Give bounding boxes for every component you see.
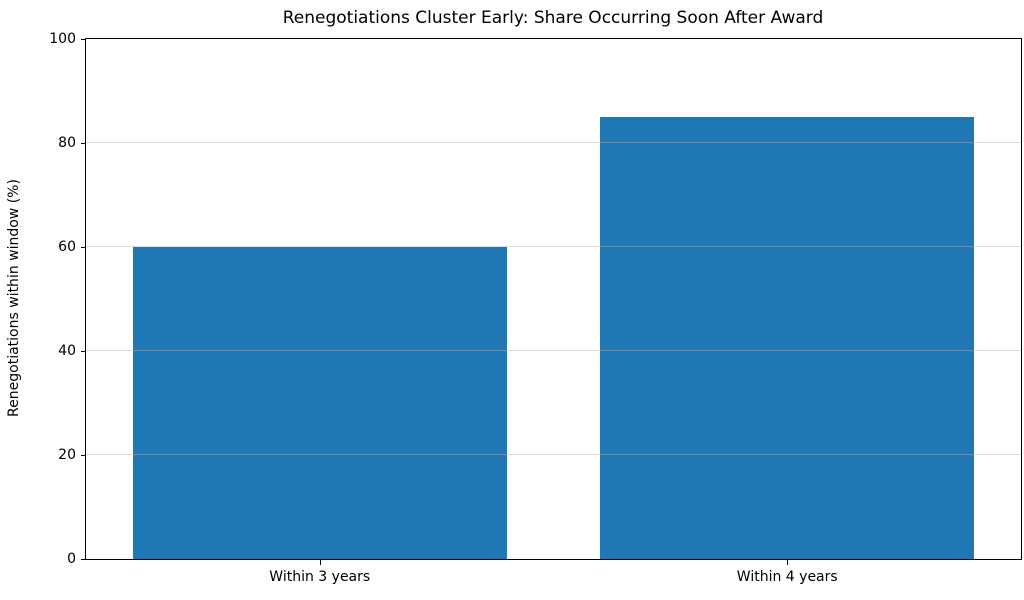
y-tick-mark-40 (81, 350, 86, 352)
y-tick-mark-0 (81, 558, 86, 560)
y-tick-label-100: 100 (49, 31, 76, 48)
y-tick-label-0: 0 (67, 551, 76, 568)
y-tick-mark-60 (81, 246, 86, 248)
plot-area: 0 20 40 60 80 100 Within 3 years Within 4 years (49, 31, 1022, 585)
y-tick-label-80: 80 (58, 135, 76, 152)
y-tick-mark-80 (81, 142, 86, 144)
x-tick-label-within-3-years: Within 3 years (269, 569, 371, 585)
y-tick-mark-100 (81, 38, 86, 40)
x-tick-mark-1 (319, 560, 321, 565)
chart-title: Renegotiations Cluster Early: Share Occu… (282, 8, 824, 28)
y-tick-mark-20 (81, 454, 86, 456)
x-tick-mark-2 (787, 560, 789, 565)
y-tick-label-60: 60 (58, 239, 76, 256)
y-axis-label: Renegotiations within window (%) (6, 179, 22, 417)
y-tick-label-40: 40 (58, 343, 76, 360)
bar-within-3-years (132, 247, 507, 559)
y-tick-label-20: 20 (58, 447, 76, 464)
bar-within-4-years (600, 117, 975, 559)
x-tick-label-within-4-years: Within 4 years (736, 569, 838, 585)
